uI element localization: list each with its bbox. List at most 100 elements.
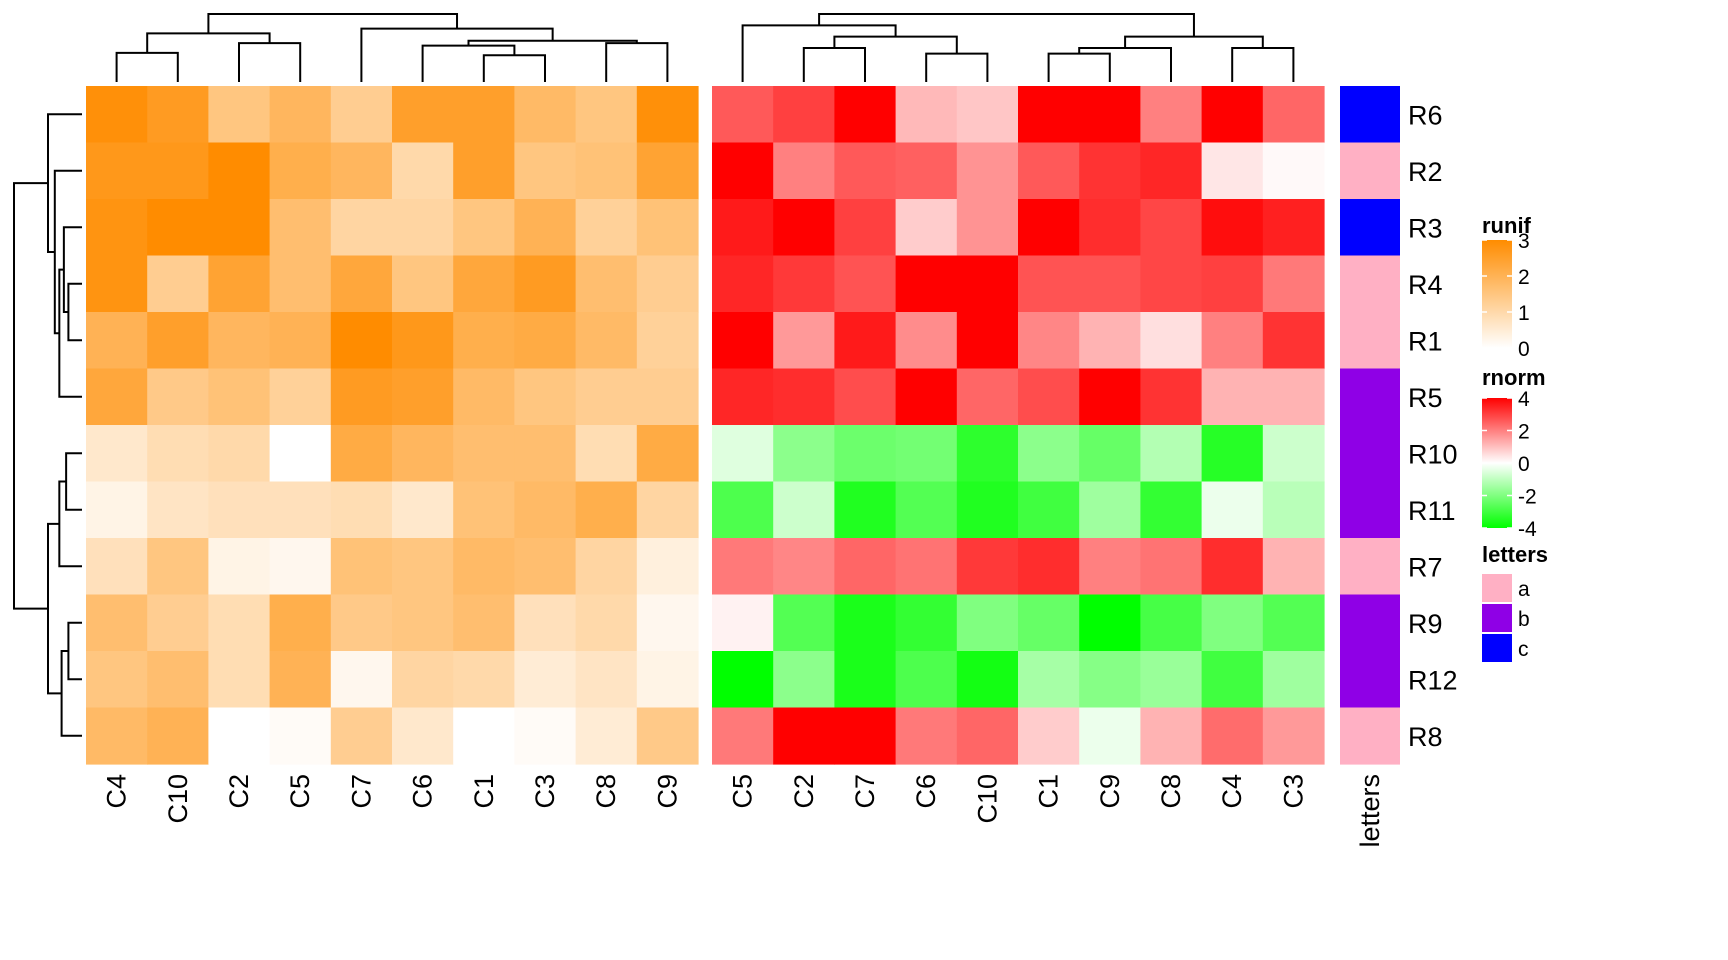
heatmap-cell-runif-R4-C6: [392, 255, 454, 313]
heatmap-cell-runif-R8-C7: [330, 707, 393, 765]
heatmap-cell-runif-R11-C1: [453, 481, 515, 539]
annotation-cell-R8: [1340, 707, 1400, 765]
heatmap-cell-rnorm-R5-C3: [1262, 368, 1325, 426]
heatmap-cell-runif-R9-C5: [269, 594, 332, 652]
heatmap-cell-rnorm-R4-C8: [1140, 255, 1203, 313]
heatmap-cell-rnorm-R2-C3: [1262, 142, 1325, 200]
column-label-runif-C3: C3: [530, 774, 560, 809]
annotation-cell-R6: [1340, 86, 1400, 144]
legend-title-letters: letters: [1482, 542, 1548, 567]
row-label-R4: R4: [1408, 270, 1443, 300]
heatmap-cell-rnorm-R11-C5: [712, 481, 774, 539]
heatmap-cell-rnorm-R4-C4: [1201, 255, 1264, 313]
dendrogram-branch: [65, 452, 82, 511]
dendrogram-branch: [60, 650, 82, 737]
heatmap-cell-runif-R5-C3: [514, 368, 577, 426]
heatmap-cell-rnorm-R7-C8: [1140, 538, 1203, 596]
heatmap-cell-rnorm-R5-C6: [895, 368, 958, 426]
heatmap-cell-runif-R11-C6: [392, 481, 454, 539]
heatmap-cell-rnorm-R1-C6: [895, 312, 958, 370]
heatmap-cell-runif-R8-C9: [636, 707, 699, 765]
heatmap-cell-runif-R12-C7: [330, 651, 393, 709]
heatmap-cell-runif-R4-C4: [86, 255, 148, 313]
column-label-rnorm-C3: C3: [1278, 774, 1308, 809]
heatmap-cell-rnorm-R4-C9: [1079, 255, 1141, 313]
heatmap-cell-runif-R10-C7: [330, 425, 393, 483]
column-label-runif-C2: C2: [224, 774, 254, 809]
heatmap-cell-runif-R12-C2: [208, 651, 271, 709]
heatmap-cell-rnorm-R12-C5: [712, 651, 774, 709]
row-label-R7: R7: [1408, 552, 1443, 582]
heatmap-cell-runif-R6-C10: [147, 86, 209, 144]
legend-tick-runif: 1: [1518, 302, 1530, 325]
heatmap-cell-runif-R2-C8: [575, 142, 638, 200]
row-label-R1: R1: [1408, 326, 1443, 356]
heatmap-cell-rnorm-R7-C3: [1262, 538, 1325, 596]
column-dendrogram-runif: [115, 13, 669, 82]
heatmap-cell-rnorm-R9-C4: [1201, 594, 1264, 652]
heatmap-cell-rnorm-R8-C2: [773, 707, 835, 765]
heatmap-cell-runif-R5-C8: [575, 368, 638, 426]
heatmap-cell-rnorm-R5-C2: [773, 368, 835, 426]
heatmap-cell-runif-R10-C4: [86, 425, 148, 483]
heatmap-cell-rnorm-R2-C7: [834, 142, 897, 200]
heatmap-cell-rnorm-R1-C1: [1018, 312, 1080, 370]
heatmap-cell-runif-R3-C6: [392, 199, 454, 257]
heatmap-cell-runif-R3-C10: [147, 199, 209, 257]
heatmap-cell-rnorm-R1-C9: [1079, 312, 1141, 370]
heatmap-cell-runif-R8-C10: [147, 707, 209, 765]
heatmap-cell-rnorm-R5-C8: [1140, 368, 1203, 426]
heatmap-cell-runif-R12-C8: [575, 651, 638, 709]
heatmap-cell-runif-R11-C3: [514, 481, 577, 539]
dendrogram-branch: [47, 113, 82, 253]
heatmap-cell-rnorm-R1-C7: [834, 312, 897, 370]
column-label-rnorm-C1: C1: [1034, 774, 1064, 809]
legend-label-c: c: [1518, 638, 1529, 661]
heatmap-cell-rnorm-R9-C8: [1140, 594, 1203, 652]
heatmap-cell-rnorm-R9-C3: [1262, 594, 1325, 652]
heatmap-cell-rnorm-R10-C5: [712, 425, 774, 483]
heatmap-cell-rnorm-R6-C1: [1018, 86, 1080, 144]
heatmap-cell-rnorm-R6-C6: [895, 86, 958, 144]
column-labels: C4 C10 C2 C5 C7 C6 C1 C3 C8 C9 C5 C2 C7 C6 C10 C1 C9 C8 C4…: [102, 774, 1385, 848]
heatmap-cell-runif-R5-C4: [86, 368, 148, 426]
heatmap-rnorm: [712, 86, 1325, 765]
annotation-cell-R10: [1340, 425, 1400, 483]
column-label-runif-C9: C9: [652, 774, 682, 809]
heatmap-cell-runif-R1-C5: [269, 312, 332, 370]
heatmap-cell-rnorm-R3-C6: [895, 199, 958, 257]
dendrogram-branch: [1231, 47, 1295, 82]
heatmap-cell-rnorm-R9-C6: [895, 594, 958, 652]
legend-tick-runif: 0: [1518, 338, 1530, 361]
heatmap-cell-rnorm-R8-C5: [712, 707, 774, 765]
legend-colorbar-runif: [1482, 240, 1512, 348]
heatmap-cell-rnorm-R9-C1: [1018, 594, 1080, 652]
heatmap-cell-rnorm-R10-C1: [1018, 425, 1080, 483]
row-labels: R6 R2 R3 R4 R1 R5 R10 R11 R7 R9 R12 R8: [1408, 100, 1458, 752]
heatmap-cell-runif-R3-C8: [575, 199, 638, 257]
heatmap-cell-rnorm-R11-C7: [834, 481, 897, 539]
dendrogram-branch: [67, 282, 82, 342]
heatmap-cell-runif-R11-C4: [86, 481, 148, 539]
heatmap-cell-runif-R2-C3: [514, 142, 577, 200]
heatmap-cell-runif-R9-C10: [147, 594, 209, 652]
column-label-runif-C6: C6: [408, 774, 438, 809]
heatmap-cell-rnorm-R12-C9: [1079, 651, 1141, 709]
heatmap-cell-runif-R5-C7: [330, 368, 393, 426]
heatmap-cell-rnorm-R12-C10: [956, 651, 1019, 709]
heatmap-cell-runif-R10-C3: [514, 425, 577, 483]
annotation-label: letters: [1355, 774, 1385, 848]
row-label-R11: R11: [1408, 496, 1456, 526]
column-label-rnorm-C8: C8: [1156, 774, 1186, 809]
heatmap-cell-rnorm-R3-C9: [1079, 199, 1141, 257]
heatmap-cell-runif-R8-C2: [208, 707, 271, 765]
heatmap-cell-runif-R7-C4: [86, 538, 148, 596]
heatmap-runif: [86, 86, 699, 765]
dendrogram-branch: [421, 44, 516, 82]
heatmap-cell-runif-R11-C10: [147, 481, 209, 539]
dendrogram-branch: [58, 268, 82, 398]
heatmap-cell-rnorm-R2-C4: [1201, 142, 1264, 200]
heatmap-cell-rnorm-R10-C10: [956, 425, 1019, 483]
heatmap-cell-rnorm-R8-C7: [834, 707, 897, 765]
heatmap-cell-runif-R7-C7: [330, 538, 393, 596]
